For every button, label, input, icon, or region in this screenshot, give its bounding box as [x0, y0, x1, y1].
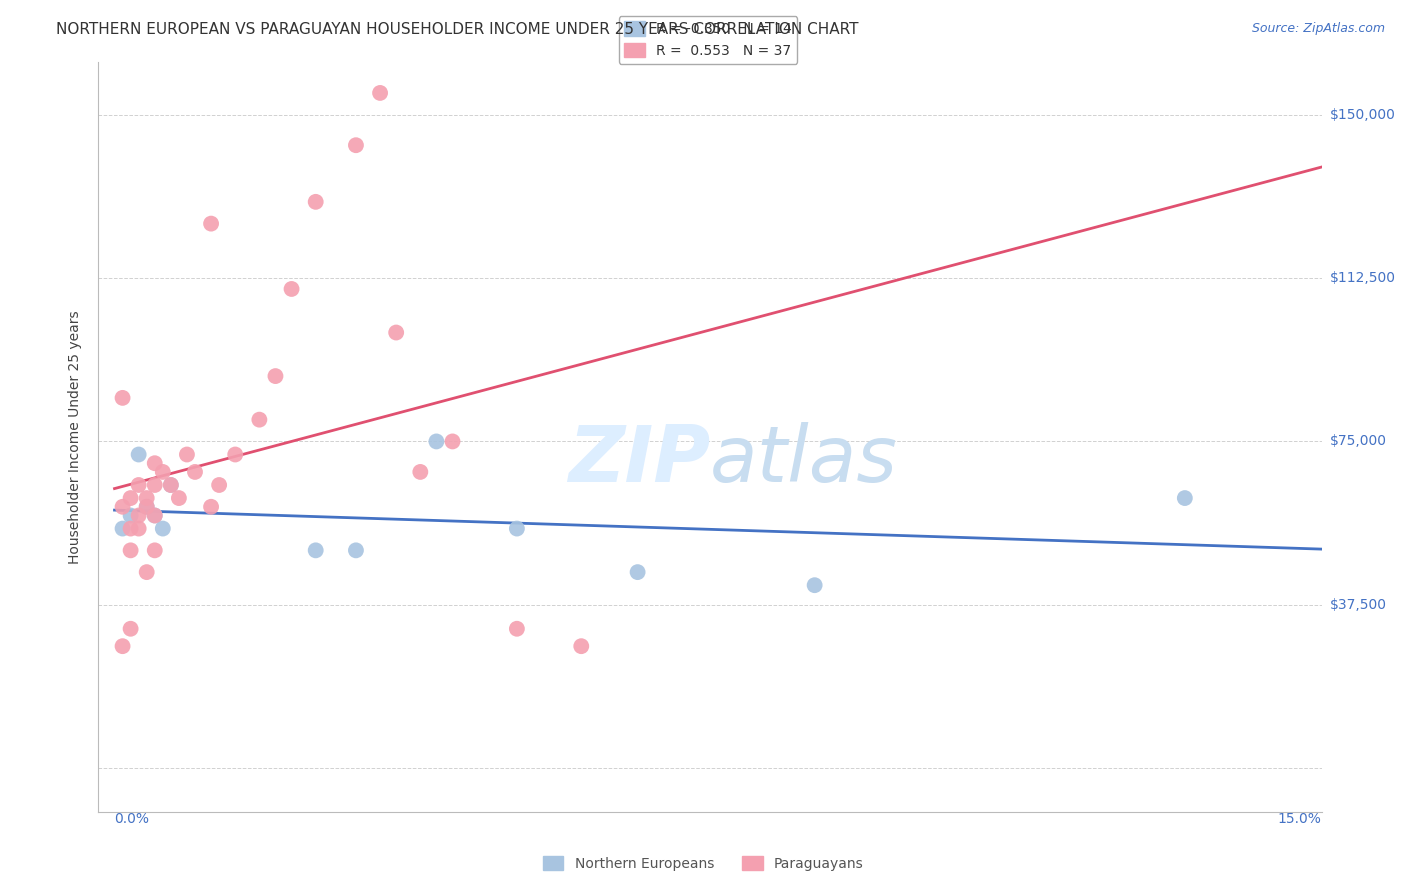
Text: NORTHERN EUROPEAN VS PARAGUAYAN HOUSEHOLDER INCOME UNDER 25 YEARS CORRELATION CH: NORTHERN EUROPEAN VS PARAGUAYAN HOUSEHOL… [56, 22, 859, 37]
Point [120, 491, 142, 505]
Text: 15.0%: 15.0% [1278, 812, 1322, 826]
Point [167, 491, 190, 505]
Point [120, 622, 142, 636]
Text: atlas: atlas [710, 422, 898, 498]
Text: Source: ZipAtlas.com: Source: ZipAtlas.com [1251, 22, 1385, 36]
Point [120, 522, 142, 536]
Text: 0.0%: 0.0% [114, 812, 149, 826]
Point [128, 478, 150, 492]
Point [128, 448, 150, 462]
Point [143, 478, 166, 492]
Point [305, 543, 328, 558]
Point [135, 500, 157, 514]
Point [441, 434, 464, 449]
Legend: Northern Europeans, Paraguayans: Northern Europeans, Paraguayans [537, 850, 869, 876]
Point [128, 522, 150, 536]
Point [111, 522, 134, 536]
Point [160, 478, 183, 492]
Point [111, 639, 134, 653]
Point [143, 456, 166, 470]
Point [409, 465, 432, 479]
Point [344, 138, 367, 153]
Point [120, 508, 142, 523]
Point [506, 522, 529, 536]
Y-axis label: Householder Income Under 25 years: Householder Income Under 25 years [69, 310, 83, 564]
Point [368, 86, 391, 100]
Point [200, 217, 222, 231]
Point [385, 326, 408, 340]
Point [1174, 491, 1197, 505]
Text: ZIP: ZIP [568, 422, 710, 498]
Point [305, 194, 328, 209]
Point [143, 508, 166, 523]
Point [280, 282, 302, 296]
Point [111, 391, 134, 405]
Point [425, 434, 447, 449]
Text: $150,000: $150,000 [1330, 108, 1396, 121]
Point [143, 543, 166, 558]
Point [264, 369, 287, 384]
Point [152, 465, 174, 479]
Point [143, 508, 166, 523]
Point [128, 508, 150, 523]
Text: $75,000: $75,000 [1330, 434, 1386, 449]
Point [569, 639, 592, 653]
Point [803, 578, 825, 592]
Text: $37,500: $37,500 [1330, 598, 1386, 612]
Point [160, 478, 183, 492]
Point [184, 465, 207, 479]
Point [344, 543, 367, 558]
Text: $112,500: $112,500 [1330, 271, 1396, 285]
Point [135, 565, 157, 579]
Point [120, 543, 142, 558]
Point [208, 478, 231, 492]
Point [135, 491, 157, 505]
Point [111, 500, 134, 514]
Point [247, 412, 270, 426]
Point [626, 565, 648, 579]
Point [152, 522, 174, 536]
Point [200, 500, 222, 514]
Point [506, 622, 529, 636]
Point [176, 448, 198, 462]
Legend: R = -0.350   N = 14, R =  0.553   N = 37: R = -0.350 N = 14, R = 0.553 N = 37 [619, 16, 797, 63]
Point [224, 448, 246, 462]
Point [135, 500, 157, 514]
